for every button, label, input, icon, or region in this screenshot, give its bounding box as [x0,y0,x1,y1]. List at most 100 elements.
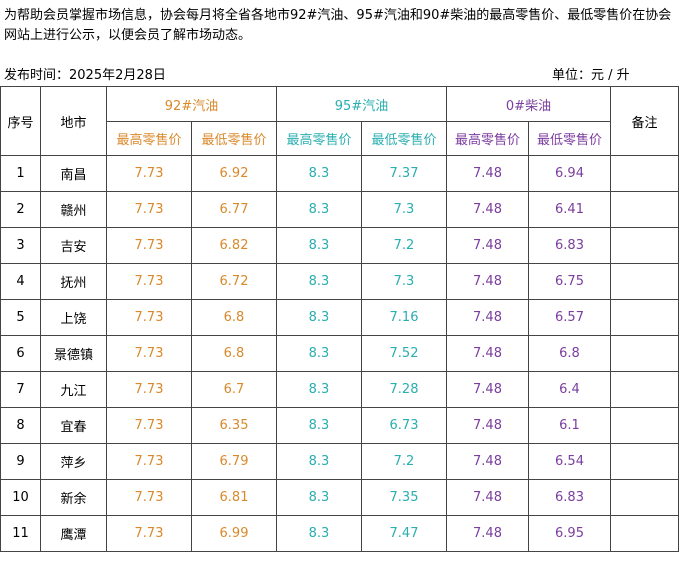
cell-remark [610,155,679,192]
cell-gas92-max: 7.73 [106,443,192,480]
cell-index: 7 [0,371,41,408]
table-row: 3 吉安 7.73 6.82 8.3 7.2 7.48 6.83 [0,227,679,264]
cell-gas95-max: 8.3 [276,479,362,516]
cell-diesel0-max: 7.48 [446,191,529,228]
cell-city: 赣州 [40,191,107,228]
cell-gas95-max: 8.3 [276,371,362,408]
cell-city: 萍乡 [40,443,107,480]
cell-gas95-min: 7.3 [361,191,447,228]
cell-gas92-max: 7.73 [106,299,192,336]
cell-gas92-max: 7.73 [106,191,192,228]
table-row: 6 景德镇 7.73 6.8 8.3 7.52 7.48 6.8 [0,335,679,372]
cell-gas92-min: 6.99 [191,515,277,552]
header-gas92: 92#汽油 [106,86,277,122]
cell-diesel0-min: 6.4 [528,371,611,408]
intro-text: 为帮助会员掌握市场信息，协会每月将全省各地市92#汽油、95#汽油和90#柴油的… [4,8,672,43]
cell-gas92-max: 7.73 [106,227,192,264]
cell-diesel0-min: 6.83 [528,227,611,264]
cell-gas92-max: 7.73 [106,263,192,300]
cell-gas92-min: 6.7 [191,371,277,408]
cell-diesel0-min: 6.57 [528,299,611,336]
cell-remark [610,407,679,444]
table-row: 1 南昌 7.73 6.92 8.3 7.37 7.48 6.94 [0,155,679,192]
header-row-top: 序号 地市 92#汽油 95#汽油 0#柴油 备注 [0,86,679,156]
cell-gas95-max: 8.3 [276,515,362,552]
cell-remark [610,443,679,480]
cell-diesel0-min: 6.41 [528,191,611,228]
cell-index: 4 [0,263,41,300]
cell-gas95-max: 8.3 [276,407,362,444]
cell-gas92-min: 6.92 [191,155,277,192]
cell-gas95-min: 7.2 [361,443,447,480]
cell-gas92-max: 7.73 [106,479,192,516]
table-row: 10 新余 7.73 6.81 8.3 7.35 7.48 6.83 [0,479,679,516]
header-diesel0: 0#柴油 [446,86,611,122]
unit-label: 单位：元 / 升 [552,68,630,83]
meta-row: 发布时间：2025年2月28日 单位：元 / 升 [4,62,680,84]
cell-remark [610,479,679,516]
cell-gas92-min: 6.79 [191,443,277,480]
cell-city: 九江 [40,371,107,408]
cell-diesel0-min: 6.83 [528,479,611,516]
cell-gas95-max: 8.3 [276,191,362,228]
header-row-sub: 最高零售价 最低零售价 最高零售价 最低零售价 最高零售价 最低零售价 [1,121,679,156]
cell-city: 上饶 [40,299,107,336]
cell-diesel0-min: 6.75 [528,263,611,300]
cell-gas95-min: 7.52 [361,335,447,372]
header-index: 序号 [0,86,41,156]
cell-diesel0-min: 6.1 [528,407,611,444]
cell-diesel0-min: 6.54 [528,443,611,480]
cell-gas95-min: 7.35 [361,479,447,516]
cell-diesel0-max: 7.48 [446,335,529,372]
cell-remark [610,335,679,372]
cell-diesel0-max: 7.48 [446,299,529,336]
cell-gas92-max: 7.73 [106,515,192,552]
cell-gas95-max: 8.3 [276,227,362,264]
table-row: 9 萍乡 7.73 6.79 8.3 7.2 7.48 6.54 [0,443,679,480]
cell-diesel0-min: 6.94 [528,155,611,192]
header-gas95-max: 最高零售价 [276,121,362,156]
cell-city: 景德镇 [40,335,107,372]
price-table: 序号 地市 92#汽油 95#汽油 0#柴油 备注 最高零售价 最低零售价 最高… [0,86,679,552]
cell-city: 宜春 [40,407,107,444]
cell-diesel0-max: 7.48 [446,407,529,444]
cell-index: 1 [0,155,41,192]
cell-gas92-max: 7.73 [106,335,192,372]
cell-diesel0-max: 7.48 [446,155,529,192]
cell-gas95-min: 7.2 [361,227,447,264]
cell-gas95-min: 7.28 [361,371,447,408]
cell-diesel0-max: 7.48 [446,371,529,408]
cell-index: 8 [0,407,41,444]
cell-remark [610,191,679,228]
cell-remark [610,299,679,336]
cell-city: 新余 [40,479,107,516]
cell-index: 3 [0,227,41,264]
cell-diesel0-min: 6.95 [528,515,611,552]
table-row: 8 宜春 7.73 6.35 8.3 6.73 7.48 6.1 [0,407,679,444]
cell-gas95-min: 7.16 [361,299,447,336]
cell-index: 5 [0,299,41,336]
header-gas92-min: 最低零售价 [191,121,277,156]
cell-gas95-max: 8.3 [276,263,362,300]
cell-remark [610,515,679,552]
cell-city: 吉安 [40,227,107,264]
cell-diesel0-max: 7.48 [446,227,529,264]
header-diesel0-max: 最高零售价 [446,121,529,156]
cell-gas92-min: 6.8 [191,335,277,372]
cell-gas95-min: 6.73 [361,407,447,444]
cell-gas92-min: 6.72 [191,263,277,300]
header-remark: 备注 [610,86,679,156]
header-gas92-max: 最高零售价 [106,121,192,156]
cell-city: 抚州 [40,263,107,300]
cell-gas95-max: 8.3 [276,155,362,192]
cell-index: 10 [0,479,41,516]
cell-diesel0-max: 7.48 [446,479,529,516]
cell-index: 11 [0,515,41,552]
header-gas95: 95#汽油 [276,86,447,122]
cell-gas92-min: 6.77 [191,191,277,228]
table-row: 11 鹰潭 7.73 6.99 8.3 7.47 7.48 6.95 [0,515,679,552]
cell-remark [610,227,679,264]
cell-gas92-min: 6.8 [191,299,277,336]
publish-date: 发布时间：2025年2月28日 [4,68,166,83]
cell-index: 2 [0,191,41,228]
